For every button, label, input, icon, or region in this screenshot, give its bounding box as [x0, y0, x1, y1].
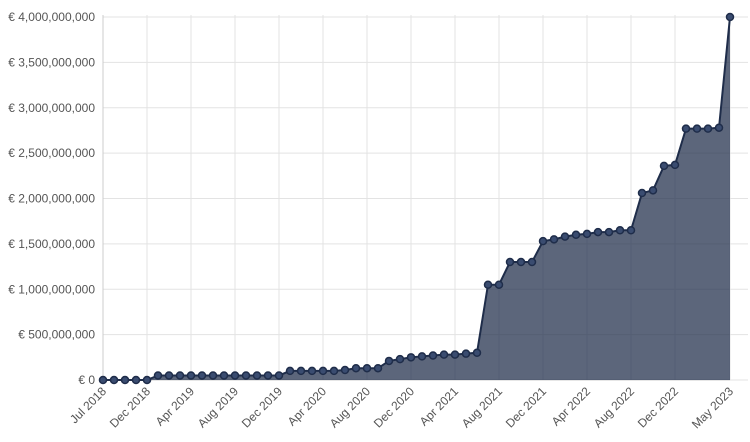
x-tick-label: Apr 2021 [417, 384, 462, 429]
x-tick-label: Apr 2019 [153, 384, 198, 429]
point [604, 227, 614, 237]
line [103, 16, 731, 381]
point [395, 354, 405, 364]
x-tick-label: Aug 2022 [591, 384, 637, 430]
point [219, 371, 229, 380]
y-tick-label: € 3,500,000,000 [8, 55, 95, 69]
point [263, 371, 273, 380]
point [252, 371, 262, 380]
x-tick-label: May 2023 [689, 384, 736, 431]
point [417, 352, 427, 361]
x-tick-label: Apr 2022 [549, 384, 594, 429]
point [549, 235, 559, 244]
y-tick-label: € 2,500,000,000 [8, 146, 95, 160]
point [516, 257, 526, 267]
point [494, 280, 504, 289]
point [98, 375, 108, 385]
y-tick-label: € 2,000,000,000 [8, 192, 95, 206]
point [373, 363, 383, 373]
point [571, 230, 581, 240]
x-tick-label: Dec 2021 [503, 384, 549, 430]
point [483, 280, 493, 289]
point [175, 371, 185, 380]
point [153, 371, 163, 380]
point [351, 363, 361, 373]
x-tick-label: Dec 2020 [371, 384, 417, 430]
point [131, 375, 141, 385]
point [703, 124, 713, 133]
point [230, 371, 240, 380]
x-tick-label: Apr 2020 [285, 384, 330, 429]
point [681, 124, 691, 133]
x-tick-label: Jul 2018 [67, 384, 109, 426]
point [285, 366, 295, 376]
point [318, 366, 328, 376]
point [329, 366, 339, 376]
point [626, 226, 636, 235]
point [692, 124, 702, 133]
point [648, 186, 658, 195]
point [527, 257, 537, 267]
area [103, 17, 730, 380]
x-tick-label: Aug 2021 [459, 384, 505, 430]
point [659, 161, 669, 171]
y-tick-label: € 3,000,000,000 [8, 101, 95, 115]
x-tick-label: Aug 2020 [327, 384, 373, 430]
y-tick-label: € 500,000,000 [18, 328, 95, 342]
y-tick-label: € 1,500,000,000 [8, 237, 95, 251]
point [109, 375, 119, 385]
point [296, 366, 306, 376]
point [164, 371, 174, 380]
point [725, 12, 735, 22]
point [670, 160, 680, 170]
point [461, 349, 471, 358]
point [384, 356, 394, 366]
point [362, 363, 372, 373]
point [208, 371, 218, 380]
x-tick-label: Dec 2022 [635, 384, 681, 430]
point [439, 350, 449, 359]
point [428, 351, 438, 360]
point [714, 123, 724, 132]
point [197, 371, 207, 380]
y-tick-label: € 4,000,000,000 [8, 10, 95, 24]
point [538, 236, 548, 246]
point [582, 229, 592, 239]
point [406, 353, 416, 362]
x-tick-label: Aug 2019 [195, 384, 241, 430]
x-tick-label: Dec 2019 [239, 384, 285, 430]
point [472, 348, 482, 358]
y-tick-label: € 1,000,000,000 [8, 282, 95, 296]
y-tick-label: € 0 [78, 373, 95, 387]
point [186, 371, 196, 380]
point [560, 232, 570, 241]
point [340, 365, 350, 375]
point [505, 257, 515, 267]
point [241, 371, 251, 380]
point [307, 366, 317, 376]
point [593, 227, 603, 237]
point [274, 371, 284, 380]
point [142, 375, 152, 385]
point [615, 226, 625, 235]
point [450, 350, 460, 359]
point [637, 188, 647, 198]
point [120, 375, 130, 385]
x-tick-label: Dec 2018 [107, 384, 153, 430]
